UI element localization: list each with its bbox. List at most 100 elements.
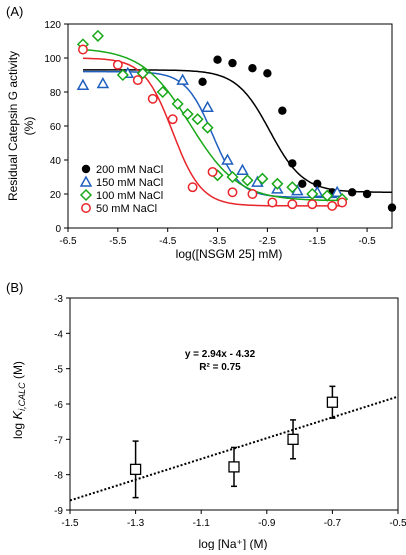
data-point [228, 58, 237, 68]
panel-b-xlabel: log [Na⁺] (M) [198, 537, 267, 550]
panel-a-ytick-label: 80 [50, 88, 62, 99]
data-point [321, 189, 334, 202]
data-point [221, 153, 234, 165]
data-point [112, 59, 123, 70]
data-point [267, 197, 278, 208]
data-point [247, 189, 258, 199]
data-point [306, 187, 319, 201]
data-point [256, 172, 269, 185]
data-point [227, 187, 238, 198]
data-point [248, 63, 257, 73]
data-point [330, 185, 344, 198]
data-point [271, 177, 284, 190]
data-point [263, 69, 272, 78]
data-point [337, 197, 348, 208]
panel-a-xlabel: log([NSGM 25] mM) [176, 247, 283, 261]
panel-b-label: (B) [6, 280, 23, 295]
panel-b-r-squared: R² = 0.75 [199, 362, 241, 373]
data-point [136, 67, 149, 80]
panel-a-xtick-label: -1.5 [309, 236, 327, 247]
panel-b-ytick-label: -4 [54, 329, 63, 340]
data-point [181, 108, 194, 121]
panel-b-xtick-label: -0.7 [324, 518, 342, 529]
panel-a-ytick-label: 0 [55, 224, 61, 235]
panel-a-xtick-label: -6.5 [59, 236, 77, 247]
data-point [288, 159, 297, 168]
data-point [347, 188, 357, 197]
data-point-square [326, 396, 339, 408]
fit-curve-50-mm-nacl [83, 57, 343, 207]
data-point [286, 181, 299, 194]
data-point [78, 44, 88, 55]
data-point [187, 182, 198, 193]
panel-b-equation: y = 2.94x - 4.32 [185, 349, 256, 360]
data-point [76, 78, 90, 90]
panel-b-ytick-label: -9 [54, 506, 63, 517]
panel-b-ylabel: log Ki,CALC (M) [10, 361, 27, 439]
data-point-square [129, 463, 142, 476]
panel-b-xtick-label: -0.5 [389, 518, 406, 529]
panel-b-ytick-label: -6 [54, 400, 63, 411]
data-point [387, 203, 397, 212]
legend-marker [81, 164, 91, 174]
data-point [176, 73, 189, 85]
panel-a-ylabel: Residual Catepsin G activity [6, 51, 20, 201]
panel-a-xtick-label: -0.5 [358, 236, 376, 247]
panel-b-xtick-label: -0.9 [258, 518, 276, 529]
data-point [241, 174, 254, 187]
legend-label: 150 mM NaCl [96, 177, 163, 189]
legend-marker [79, 188, 93, 202]
data-point [147, 93, 158, 104]
fit-curve-100-mm-nacl [82, 48, 343, 202]
panel-b-ytick-label: -3 [54, 294, 63, 305]
data-point [201, 100, 214, 113]
data-point [116, 68, 129, 82]
data-point [167, 114, 178, 125]
panel-a-ytick-label: 120 [44, 20, 61, 31]
legend-marker [79, 175, 93, 187]
data-point [201, 121, 214, 134]
data-point [298, 179, 307, 188]
data-point [278, 106, 287, 115]
data-point [236, 163, 249, 175]
panel-b-xtick-label: -1.3 [127, 518, 145, 529]
panel-a-xtick-label: -4.5 [159, 236, 177, 247]
data-point [327, 200, 338, 211]
data-point [156, 85, 169, 99]
data-point [287, 199, 298, 210]
legend-label: 100 mM NaCl [96, 190, 163, 202]
data-point [213, 55, 222, 64]
data-point [313, 179, 322, 188]
panel-a-label: (A) [6, 4, 23, 19]
panel-a-xtick-label: -5.5 [109, 236, 127, 247]
panel-a-xtick-label: -2.5 [259, 236, 277, 247]
data-point [91, 29, 104, 42]
legend-marker [81, 203, 91, 213]
legend-label: 50 mM NaCl [96, 203, 157, 215]
data-point [362, 189, 372, 199]
panel-b-xtick-label: -1.5 [61, 518, 79, 529]
panel-a-xtick-label: -3.5 [209, 236, 227, 247]
data-point [307, 199, 318, 210]
legend-label: 200 mM NaCl [96, 164, 163, 176]
panel-a-ylabel-unit: (%) [22, 117, 36, 136]
panel-a-ytick-label: 100 [44, 54, 61, 65]
panel-b-ytick-label: -5 [54, 365, 63, 376]
data-point-square [228, 461, 240, 473]
data-point-square [287, 433, 299, 445]
fit-curve-200-mm-nacl [83, 69, 392, 193]
panel-a-ytick-label: 40 [50, 156, 62, 167]
panel-b-ytick-label: -7 [54, 435, 63, 446]
data-point [226, 170, 239, 184]
panel-a-ytick-label: 60 [50, 122, 62, 133]
panel-a-ytick-label: 20 [50, 190, 62, 201]
data-point [96, 76, 110, 89]
panel-b-ytick-label: -8 [54, 471, 63, 482]
data-point [171, 97, 184, 110]
data-point [132, 75, 143, 86]
data-point [198, 77, 207, 87]
data-point [207, 166, 218, 177]
panel-b-xtick-label: -1.1 [193, 518, 211, 529]
